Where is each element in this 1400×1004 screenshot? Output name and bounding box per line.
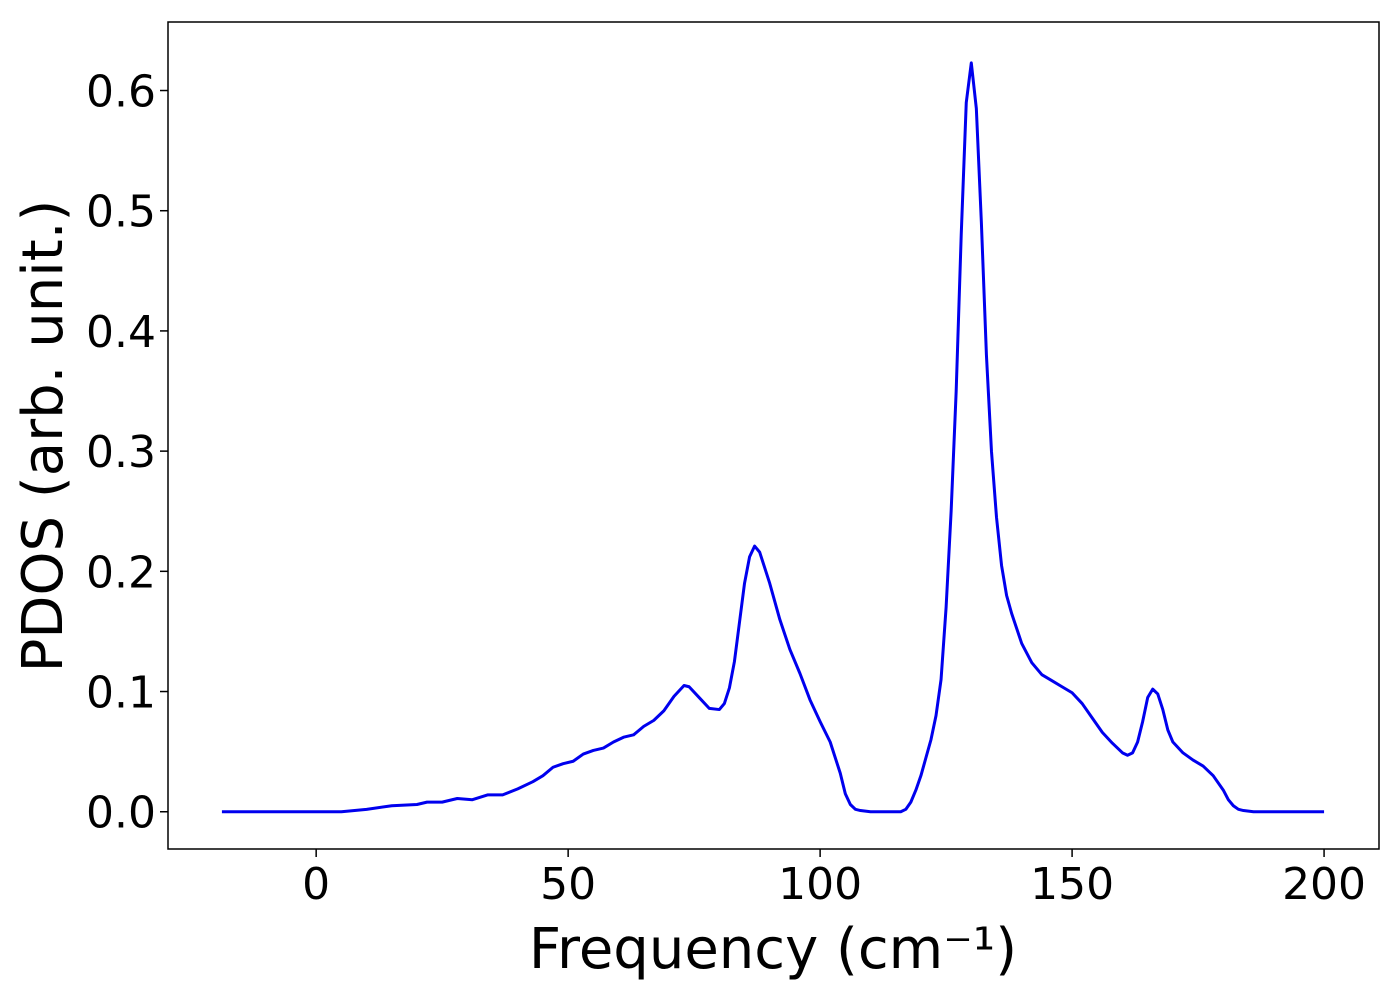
y-axis-label: PDOS (arb. unit.) <box>11 200 76 673</box>
x-tick-label: 100 <box>778 859 862 910</box>
y-tick-label: 0.6 <box>86 67 156 118</box>
x-tick-label: 150 <box>1030 859 1114 910</box>
plot-frame <box>167 21 1380 850</box>
y-tick-label: 0.2 <box>86 547 156 598</box>
x-tick-label: 0 <box>302 859 330 910</box>
x-tick-label: 50 <box>540 859 596 910</box>
y-tick-label: 0.5 <box>86 187 156 238</box>
x-axis-label: Frequency (cm⁻¹) <box>529 917 1017 982</box>
line-series <box>221 61 1325 814</box>
y-tick-label: 0.1 <box>86 668 156 719</box>
y-tick-label: 0.3 <box>86 427 156 478</box>
y-tick-label: 0.4 <box>86 307 156 358</box>
y-tick-label: 0.0 <box>86 788 156 839</box>
x-tick-label: 200 <box>1282 859 1366 910</box>
